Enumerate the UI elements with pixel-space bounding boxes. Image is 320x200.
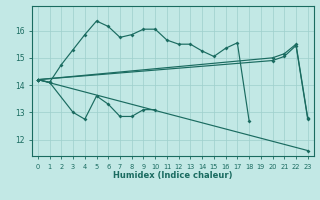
- X-axis label: Humidex (Indice chaleur): Humidex (Indice chaleur): [113, 171, 233, 180]
